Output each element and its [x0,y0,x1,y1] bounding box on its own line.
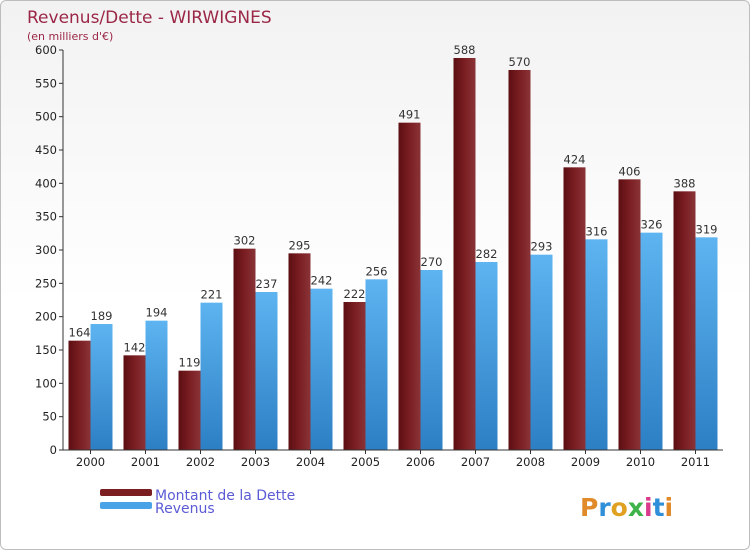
y-tick-label: 500 [35,110,57,124]
data-label-dette: 588 [454,43,476,57]
bar-dette [618,179,641,451]
y-tick-label: 300 [35,243,57,257]
data-label-revenus: 326 [641,218,663,232]
chart-subtitle: (en milliers d'€) [27,30,113,43]
x-tick-label: 2004 [296,455,325,469]
y-tick-label: 250 [35,276,57,290]
bar-revenus [255,292,278,450]
bar-revenus [585,239,608,450]
bar-dette [233,248,256,450]
bar-revenus [145,320,168,450]
y-tick-label: 550 [35,76,57,90]
data-label-revenus: 319 [696,222,718,236]
x-tick-label: 2010 [626,455,655,469]
y-tick-label: 350 [35,210,57,224]
bar-revenus [200,302,223,450]
data-label-revenus: 282 [476,247,498,261]
bar-revenus [90,324,113,450]
bar-dette [68,340,91,450]
x-tick-label: 2001 [131,455,160,469]
bar-revenus [420,270,443,450]
svg-text:Proxiti: Proxiti [580,493,673,522]
legend-swatch-dette [100,489,152,496]
y-tick-label: 0 [50,443,57,457]
data-label-revenus: 270 [421,255,443,269]
y-tick-label: 150 [35,343,57,357]
x-tick-label: 2011 [681,455,710,469]
data-label-revenus: 189 [91,309,113,323]
data-label-revenus: 256 [366,264,388,278]
data-label-dette: 406 [619,164,641,178]
x-tick-label: 2002 [186,455,215,469]
x-tick-label: 2008 [516,455,545,469]
legend-swatch-revenus [100,502,152,509]
x-tick-label: 2009 [571,455,600,469]
bar-revenus [530,254,553,450]
x-tick-label: 2007 [461,455,490,469]
x-tick-label: 2006 [406,455,435,469]
bar-dette [123,355,146,450]
y-tick-label: 600 [35,43,57,57]
y-tick-label: 400 [35,176,57,190]
bar-dette [398,122,421,451]
data-label-dette: 142 [124,340,146,354]
data-label-revenus: 221 [201,288,223,302]
data-label-dette: 388 [674,176,696,190]
bar-revenus [695,237,718,450]
x-tick-label: 2000 [76,455,105,469]
bar-revenus [310,288,333,450]
data-label-dette: 222 [344,287,366,301]
bar-dette [453,58,476,450]
legend-label-dette: Montant de la Dette [155,488,295,504]
legend: Montant de la Dette Revenus [100,488,295,517]
data-label-dette: 302 [234,234,256,248]
data-label-dette: 491 [399,108,421,122]
bar-dette [288,253,311,450]
bar-revenus [475,262,498,450]
data-label-revenus: 242 [311,274,333,288]
bar-dette [508,70,531,450]
bar-revenus [365,279,388,450]
y-tick-label: 50 [42,410,57,424]
data-label-dette: 119 [179,356,201,370]
y-tick-label: 100 [35,376,57,390]
proxiti-logo: Proxiti [580,493,673,522]
data-label-revenus: 316 [586,224,608,238]
data-label-dette: 570 [509,55,531,69]
bar-dette [343,302,366,450]
data-label-dette: 295 [289,238,311,252]
data-label-revenus: 293 [531,240,553,254]
bar-revenus [640,232,663,450]
data-label-dette: 424 [564,152,586,166]
y-tick-label: 200 [35,310,57,324]
x-tick-label: 2003 [241,455,270,469]
y-tick-label: 450 [35,143,57,157]
data-label-dette: 164 [69,326,91,340]
bar-dette [178,370,201,450]
y-axis: 0 50 100 150 200 250 300 350 400 450 500 550 600 [35,43,64,457]
data-label-revenus: 194 [146,306,168,320]
bar-dette [673,191,696,451]
legend-label-revenus: Revenus [155,501,215,517]
x-tick-label: 2005 [351,455,380,469]
x-axis: 2000 2001 2002 2003 2004 2005 2006 2007 2008 2009… [63,449,723,469]
bar-dette [563,167,586,451]
chart-title: Revenus/Dette - WIRWIGNES [27,8,272,28]
data-label-revenus: 237 [256,277,278,291]
